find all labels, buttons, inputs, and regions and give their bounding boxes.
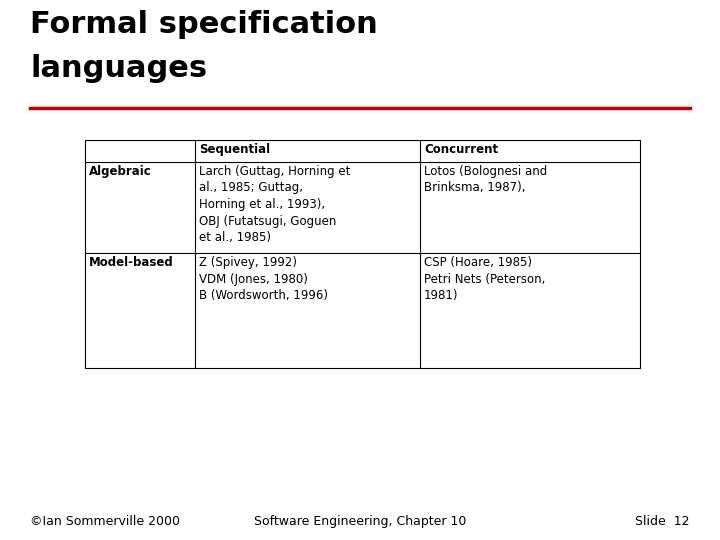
Text: Z (Spivey, 1992)
VDM (Jones, 1980)
B (Wordsworth, 1996): Z (Spivey, 1992) VDM (Jones, 1980) B (Wo… xyxy=(199,256,328,302)
Text: Larch (Guttag, Horning et
al., 1985; Guttag,
Horning et al., 1993),
OBJ (Futatsu: Larch (Guttag, Horning et al., 1985; Gut… xyxy=(199,165,351,244)
Text: Formal specification: Formal specification xyxy=(30,10,378,39)
Text: Slide  12: Slide 12 xyxy=(635,515,690,528)
Text: Sequential: Sequential xyxy=(199,143,270,156)
Bar xyxy=(85,140,640,368)
Text: CSP (Hoare, 1985)
Petri Nets (Peterson,
1981): CSP (Hoare, 1985) Petri Nets (Peterson, … xyxy=(424,256,545,302)
Text: Lotos (Bolognesi and
Brinksma, 1987),: Lotos (Bolognesi and Brinksma, 1987), xyxy=(424,165,547,194)
Text: Concurrent: Concurrent xyxy=(424,143,498,156)
Text: Model-based: Model-based xyxy=(89,256,174,269)
Text: ©Ian Sommerville 2000: ©Ian Sommerville 2000 xyxy=(30,515,180,528)
Text: Software Engineering, Chapter 10: Software Engineering, Chapter 10 xyxy=(254,515,466,528)
Text: languages: languages xyxy=(30,54,207,83)
Text: Algebraic: Algebraic xyxy=(89,165,152,178)
